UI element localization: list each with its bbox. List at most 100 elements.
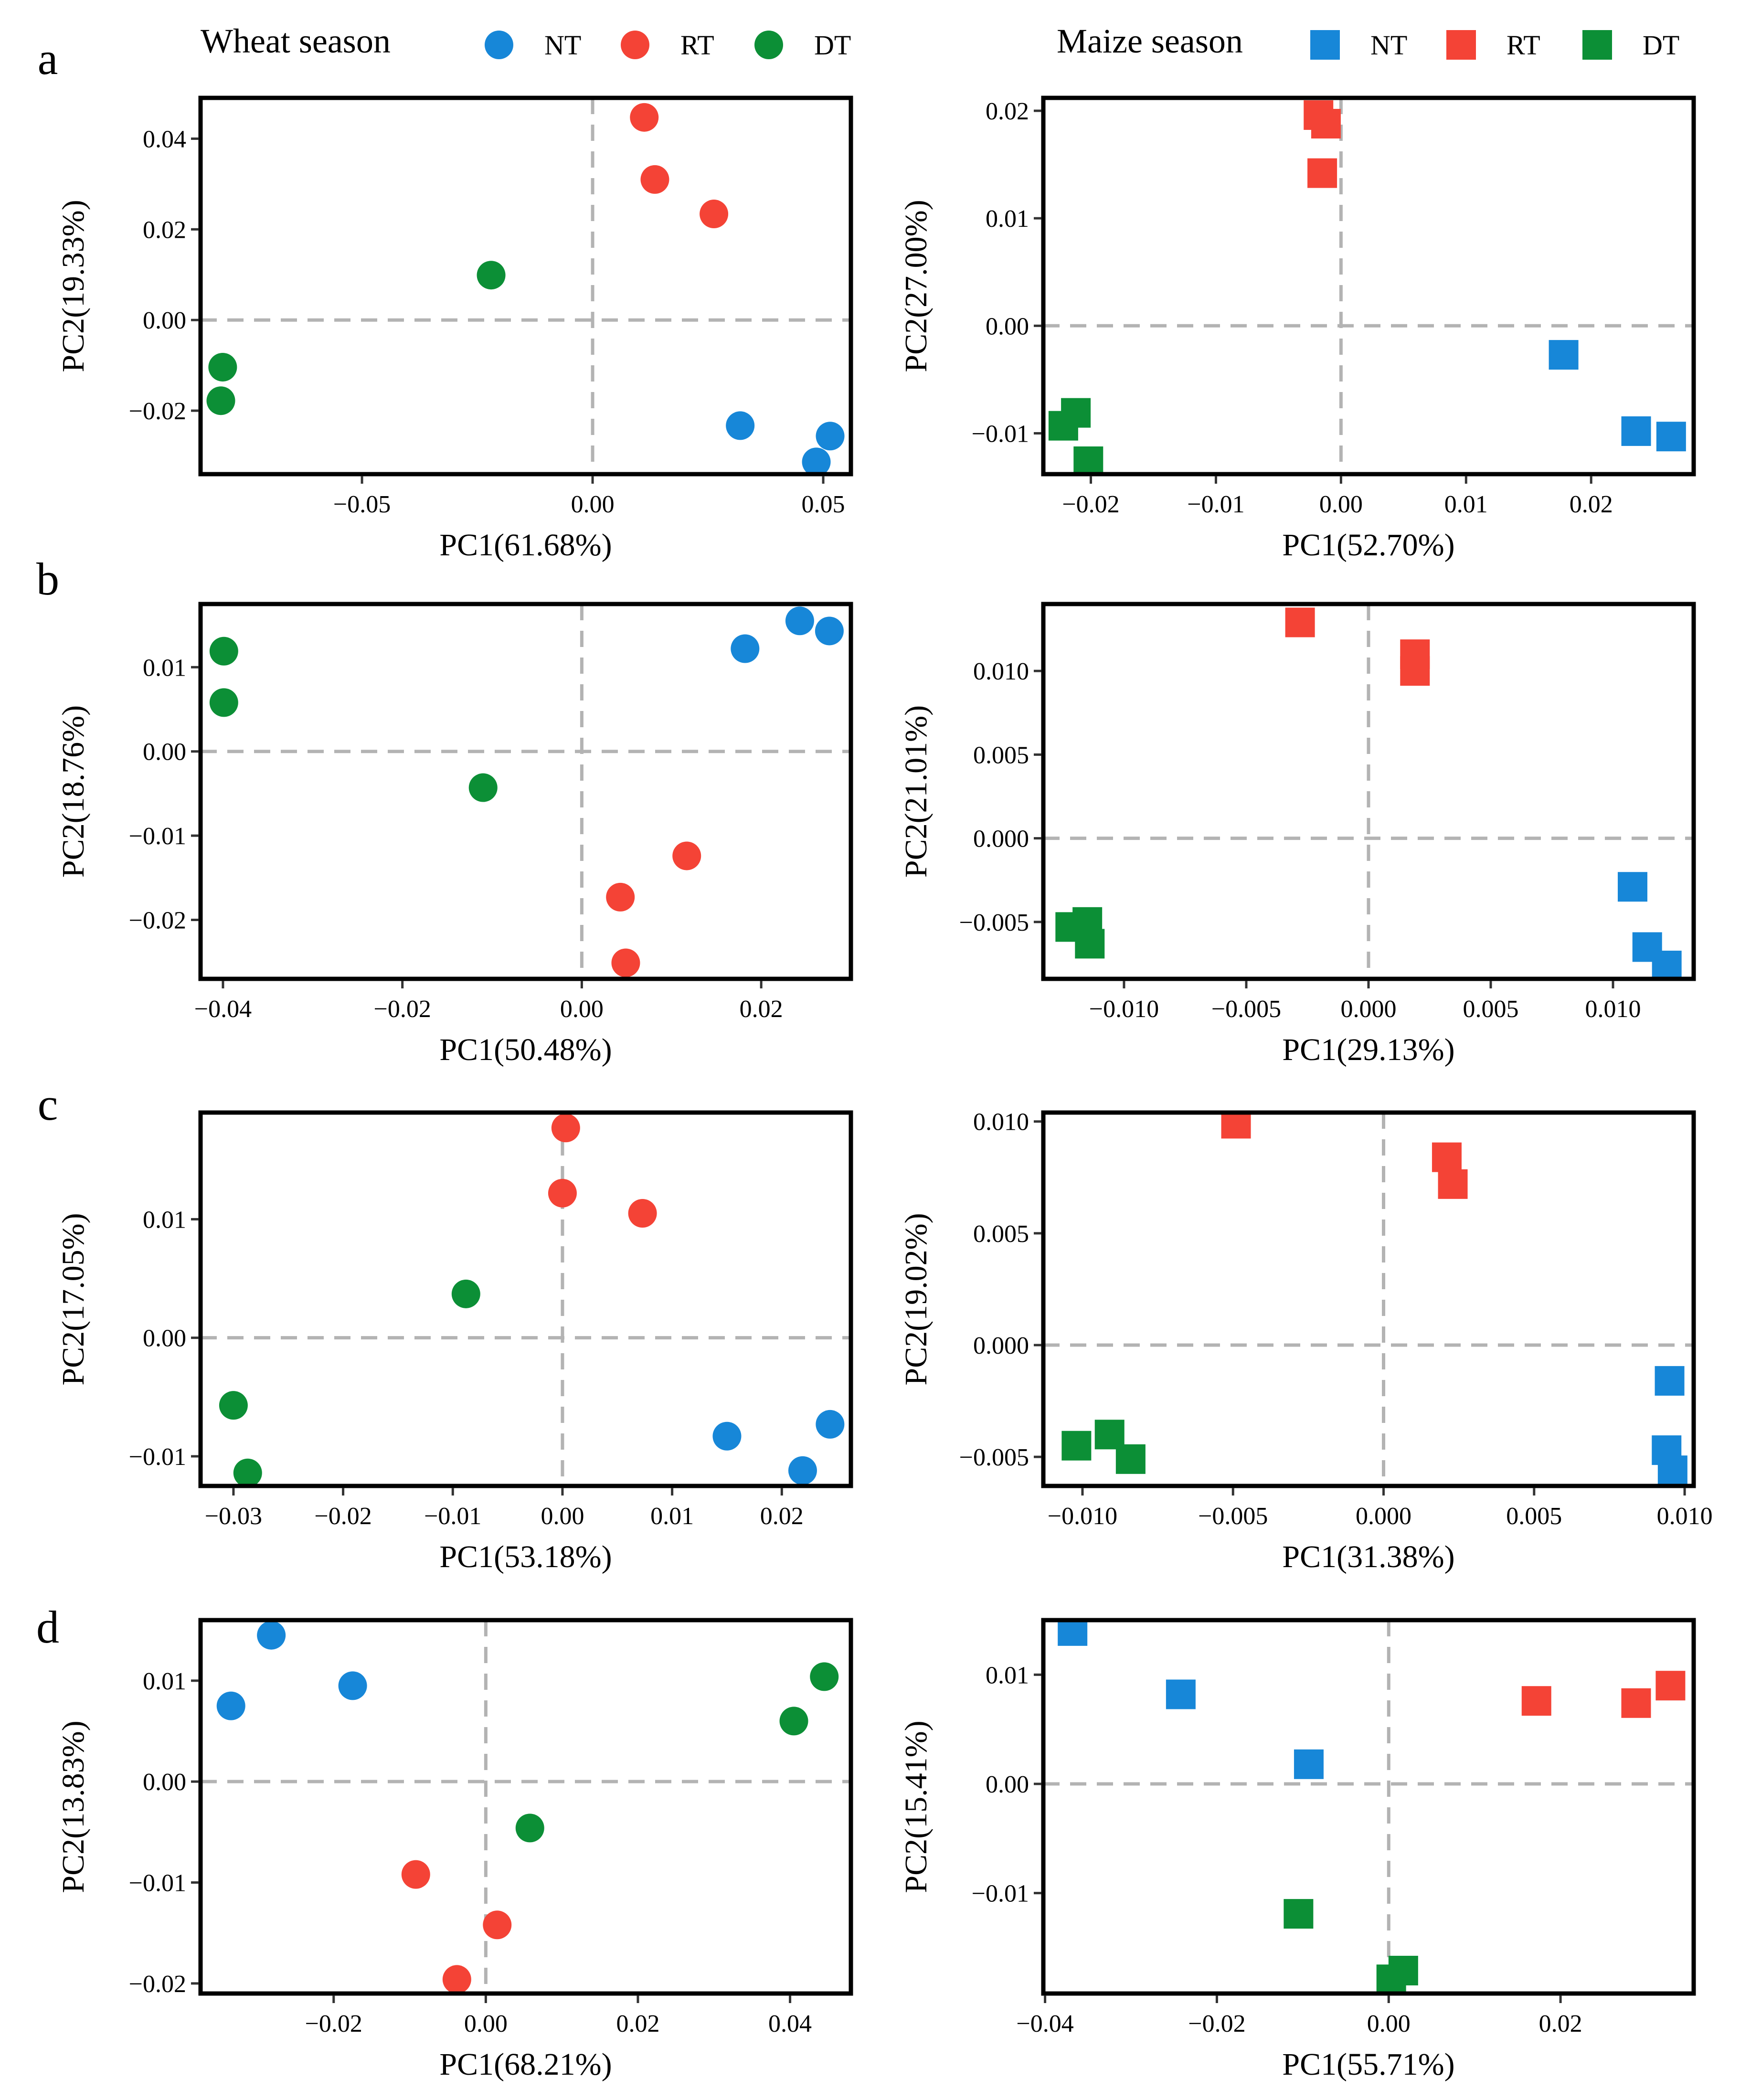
point-rt bbox=[672, 841, 701, 870]
point-dt bbox=[1073, 446, 1103, 474]
point-nt bbox=[1294, 1749, 1324, 1779]
plot-frame bbox=[198, 1110, 853, 1488]
pca-panel-2: −0.02 −0.01 0.00 0.01 0.02 −0.01 0.00 0.01 0.02 P… bbox=[899, 95, 1696, 562]
y-tick-label: 0.00 bbox=[986, 313, 1029, 340]
x-tick-label: −0.03 bbox=[205, 1503, 262, 1530]
legend-label-nt: NT bbox=[544, 30, 581, 61]
legend-key-rt bbox=[621, 31, 649, 59]
point-nt bbox=[1652, 950, 1682, 979]
x-tick-label: −0.01 bbox=[1187, 491, 1244, 518]
x-tick-label: 0.00 bbox=[560, 996, 604, 1023]
legend-label-rt: RT bbox=[1507, 30, 1540, 61]
y-tick-label: 0.00 bbox=[143, 1325, 186, 1352]
y-tick-label: 0.01 bbox=[143, 1206, 186, 1233]
point-nt bbox=[785, 606, 814, 636]
y-axis-label: PC2(13.83%) bbox=[56, 1720, 91, 1893]
pca-panel-3: −0.04 −0.02 0.00 0.02 −0.02 −0.01 0.00 0.01 PC1(… bbox=[36, 553, 853, 1067]
plot-frame bbox=[198, 1618, 853, 1996]
x-tick-label: 0.02 bbox=[616, 2010, 659, 2037]
point-rt bbox=[1621, 1688, 1651, 1718]
x-tick-label: 0.000 bbox=[1356, 1503, 1411, 1530]
point-nt bbox=[257, 1621, 286, 1650]
point-dt bbox=[208, 352, 237, 382]
y-tick-label: 0.01 bbox=[986, 1662, 1029, 1689]
plot-area bbox=[201, 1113, 851, 1486]
y-axis-label: PC2(19.02%) bbox=[899, 1213, 934, 1385]
pca-panel-7: −0.02 0.00 0.02 0.04 −0.02 −0.01 0.00 0.01 PC1(6… bbox=[36, 1602, 853, 2082]
x-tick-label: 0.00 bbox=[1319, 491, 1363, 518]
x-axis-label: PC1(31.38%) bbox=[1282, 1539, 1454, 1574]
point-dt bbox=[209, 688, 238, 717]
x-tick-label: 0.00 bbox=[571, 491, 615, 518]
y-tick-label: −0.02 bbox=[129, 907, 186, 934]
y-tick-label: 0.01 bbox=[986, 205, 1029, 233]
point-rt bbox=[628, 1199, 657, 1228]
x-tick-label: −0.010 bbox=[1089, 996, 1159, 1023]
plot-frame bbox=[1041, 1618, 1696, 1996]
point-rt bbox=[1307, 158, 1337, 188]
pca-panel-6: −0.010 −0.005 0.000 0.005 0.010 −0.005 0.000 0.… bbox=[899, 1109, 1713, 1574]
point-nt bbox=[816, 1410, 845, 1439]
plot-frame bbox=[1041, 602, 1696, 981]
x-tick-label: −0.05 bbox=[333, 491, 391, 518]
y-tick-label: 0.02 bbox=[986, 98, 1029, 125]
point-nt bbox=[712, 1421, 742, 1451]
x-tick-label: −0.04 bbox=[194, 996, 252, 1023]
x-axis-label: PC1(53.18%) bbox=[439, 1539, 612, 1574]
legend-label-dt: DT bbox=[814, 30, 851, 61]
point-nt bbox=[731, 634, 760, 663]
point-nt bbox=[1549, 340, 1579, 370]
x-axis-label: PC1(29.13%) bbox=[1282, 1032, 1454, 1067]
point-rt bbox=[630, 103, 659, 132]
point-dt bbox=[1048, 411, 1078, 441]
y-tick-label: −0.01 bbox=[129, 1870, 186, 1897]
point-nt bbox=[216, 1691, 245, 1720]
point-dt bbox=[1061, 1431, 1092, 1461]
x-tick-label: 0.00 bbox=[464, 2010, 508, 2037]
y-tick-label: −0.01 bbox=[129, 1443, 186, 1471]
point-nt bbox=[1655, 1366, 1685, 1396]
point-rt bbox=[1438, 1169, 1468, 1199]
point-rt bbox=[640, 165, 669, 194]
x-tick-label: −0.02 bbox=[374, 996, 431, 1023]
y-tick-label: −0.01 bbox=[972, 420, 1029, 447]
y-tick-label: 0.01 bbox=[143, 1668, 186, 1695]
x-tick-label: 0.02 bbox=[760, 1503, 804, 1530]
point-rt bbox=[606, 882, 635, 912]
point-dt bbox=[779, 1707, 808, 1736]
x-tick-label: −0.01 bbox=[424, 1503, 481, 1530]
point-rt bbox=[548, 1178, 577, 1208]
x-tick-label: 0.010 bbox=[1657, 1503, 1713, 1530]
point-dt bbox=[468, 773, 498, 802]
point-rt bbox=[483, 1910, 512, 1940]
y-tick-label: 0.000 bbox=[973, 826, 1029, 853]
y-tick-label: 0.00 bbox=[143, 307, 186, 334]
y-tick-label: 0.000 bbox=[973, 1332, 1029, 1359]
x-tick-label: 0.02 bbox=[740, 996, 783, 1023]
x-tick-label: 0.02 bbox=[1539, 2010, 1582, 2037]
panel-letter: b bbox=[36, 553, 59, 605]
point-dt bbox=[515, 1814, 544, 1843]
y-axis-label: PC2(18.76%) bbox=[56, 705, 91, 878]
y-tick-label: 0.005 bbox=[973, 1220, 1029, 1248]
pca-panel-8: −0.04 −0.02 0.00 0.02 −0.01 0.00 0.01 PC1(55.71… bbox=[899, 1618, 1696, 2082]
plot-area bbox=[201, 604, 851, 979]
x-axis-label: PC1(52.70%) bbox=[1282, 528, 1454, 562]
y-axis-label: PC2(19.33%) bbox=[56, 200, 91, 372]
y-tick-label: −0.01 bbox=[129, 823, 186, 850]
point-nt bbox=[1617, 872, 1647, 902]
x-tick-label: 0.04 bbox=[768, 2010, 812, 2037]
legend-title: Wheat season bbox=[201, 22, 391, 60]
plot-frame bbox=[1041, 1110, 1696, 1488]
x-tick-label: −0.02 bbox=[305, 2010, 362, 2037]
plot-frame bbox=[198, 602, 853, 981]
point-dt bbox=[477, 261, 506, 290]
x-tick-label: 0.01 bbox=[1444, 491, 1488, 518]
point-rt bbox=[1311, 109, 1341, 139]
legend-label-nt: NT bbox=[1370, 30, 1407, 61]
point-rt bbox=[442, 1965, 471, 1994]
y-tick-label: 0.00 bbox=[986, 1771, 1029, 1798]
legend-label-rt: RT bbox=[680, 30, 714, 61]
y-tick-label: −0.02 bbox=[129, 398, 186, 425]
